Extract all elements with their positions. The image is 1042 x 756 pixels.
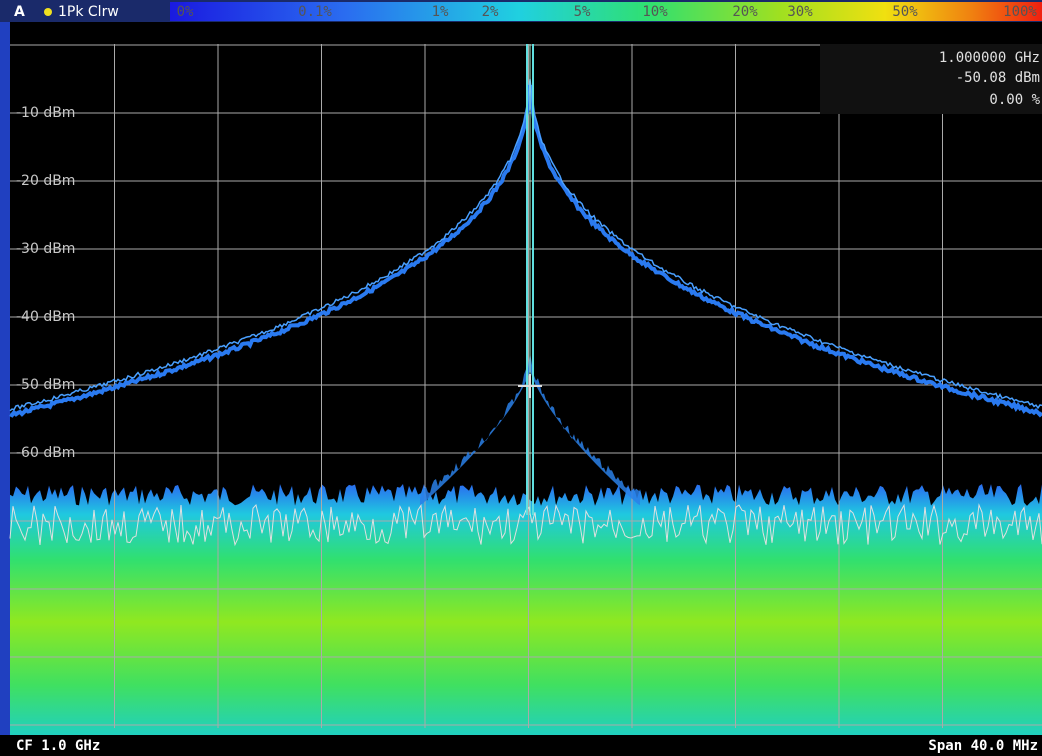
scale-labels: 0% 0.1% 1% 2% 5% 10% 20% 30% 50% 100%	[177, 4, 1038, 20]
y-label: -20 dBm	[16, 173, 75, 189]
span: Span 40.0 MHz	[928, 738, 1038, 754]
y-label: -60 dBm	[16, 445, 75, 461]
scale-label: 0%	[177, 4, 194, 20]
scale-label: 10%	[642, 4, 668, 20]
noise-floor	[10, 484, 1042, 735]
scale-label: 0.1%	[298, 4, 332, 20]
trace-label: A	[14, 4, 25, 20]
marker-level: -50.08 dBm	[956, 70, 1040, 86]
color-scale	[170, 2, 1042, 21]
trace-mode: 1Pk Clrw	[58, 4, 119, 20]
y-labels: -10 dBm -20 dBm -30 dBm -40 dBm -50 dBm -60 d…	[16, 105, 75, 461]
marker-percent: 0.00 %	[989, 92, 1040, 108]
left-strip	[0, 22, 10, 735]
center-frequency: CF 1.0 GHz	[16, 738, 100, 754]
y-label: -40 dBm	[16, 309, 75, 325]
marker-frequency: 1.000000 GHz	[939, 50, 1040, 66]
y-label: -10 dBm	[16, 105, 75, 121]
footer-bar	[0, 735, 1042, 756]
scale-label: 50%	[892, 4, 918, 20]
scale-label: 20%	[732, 4, 758, 20]
scale-label: 2%	[482, 4, 499, 20]
scale-label: 1%	[432, 4, 449, 20]
y-label: -50 dBm	[16, 377, 75, 393]
scale-label: 5%	[574, 4, 591, 20]
marker-box	[820, 44, 1042, 114]
trace-dot	[44, 8, 52, 16]
y-label: -30 dBm	[16, 241, 75, 257]
scale-label: 100%	[1003, 4, 1037, 20]
scale-label: 30%	[787, 4, 813, 20]
